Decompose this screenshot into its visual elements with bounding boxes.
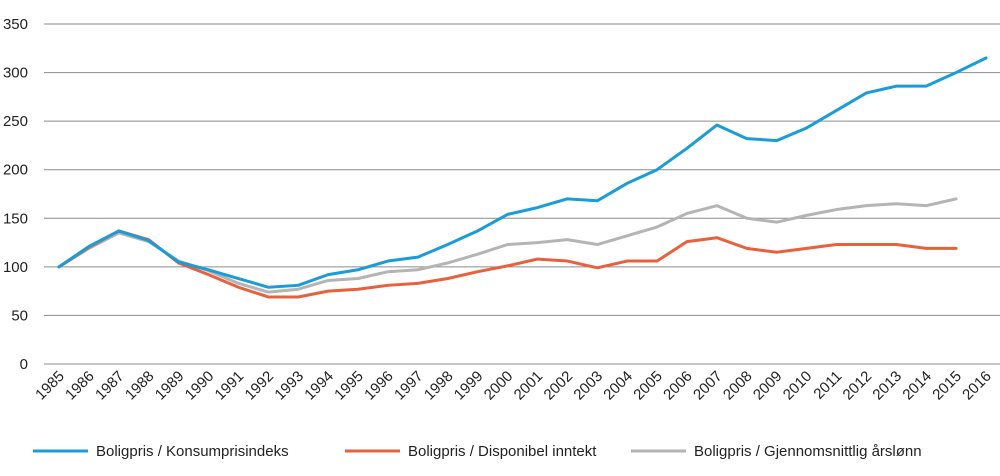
x-tick-label: 1999 <box>451 368 487 404</box>
gridlines <box>44 23 1000 316</box>
y-tick-label: 0 <box>20 356 28 373</box>
legend-label: Boligpris / Disponibel inntekt <box>408 443 597 460</box>
x-tick-label: 2007 <box>690 368 726 404</box>
y-tick-label: 250 <box>3 113 28 130</box>
x-tick-label: 2000 <box>481 368 517 404</box>
x-tick-label: 2006 <box>660 368 696 404</box>
legend: Boligpris / Konsumprisindeks Boligpris / … <box>33 443 922 460</box>
x-tick-label: 1993 <box>271 368 307 404</box>
x-tick-label: 2008 <box>720 368 756 404</box>
y-tick-label: 150 <box>3 210 28 227</box>
y-tick-label: 50 <box>11 307 28 324</box>
x-tick-label: 2010 <box>780 368 816 404</box>
x-tick-label: 2004 <box>600 368 636 404</box>
x-tick-label: 1995 <box>331 368 367 404</box>
x-tick-label: 1985 <box>32 368 68 404</box>
x-tick-label: 1988 <box>122 368 158 404</box>
x-tick-label: 2016 <box>959 368 995 404</box>
x-tick-label: 2002 <box>541 368 577 404</box>
series-line-1 <box>57 56 988 289</box>
x-tick-label: 1997 <box>391 368 427 404</box>
y-tick-labels: 0 50 100 150 200 250 300 350 <box>3 16 28 373</box>
x-tick-label: 1990 <box>182 368 218 404</box>
x-tick-label: 1998 <box>421 368 457 404</box>
x-tick-label: 1987 <box>92 368 128 404</box>
legend-label: Boligpris / Konsumprisindeks <box>96 443 289 460</box>
x-tick-label: 2003 <box>570 368 606 404</box>
series-line-2 <box>57 229 958 299</box>
x-tick-label: 2011 <box>810 368 845 403</box>
x-tick-label: 1996 <box>361 368 397 404</box>
x-tick-label: 2009 <box>750 368 786 404</box>
x-tick-label: 1992 <box>242 368 278 404</box>
x-tick-label: 2015 <box>929 368 965 404</box>
x-tick-label: 1989 <box>152 368 188 404</box>
y-tick-label: 100 <box>3 259 28 276</box>
x-tick-label: 2012 <box>840 368 876 404</box>
x-tick-label: 1994 <box>301 368 337 404</box>
legend-label: Boligpris / Gjennomsnittlig årslønn <box>694 443 922 460</box>
y-tick-label: 200 <box>3 162 28 179</box>
x-tick-label: 2013 <box>869 368 905 404</box>
series-lines <box>57 56 988 299</box>
x-tick-label: 1991 <box>212 368 248 404</box>
x-tick-label: 1986 <box>62 368 98 404</box>
y-tick-label: 300 <box>3 65 28 82</box>
x-tick-label: 2014 <box>899 368 935 404</box>
y-tick-label: 350 <box>3 16 28 33</box>
x-tick-label: 2005 <box>630 368 666 404</box>
x-tick-labels: 1985198619871988198919901991199219931994… <box>32 368 995 404</box>
x-tick-label: 2001 <box>511 368 547 404</box>
